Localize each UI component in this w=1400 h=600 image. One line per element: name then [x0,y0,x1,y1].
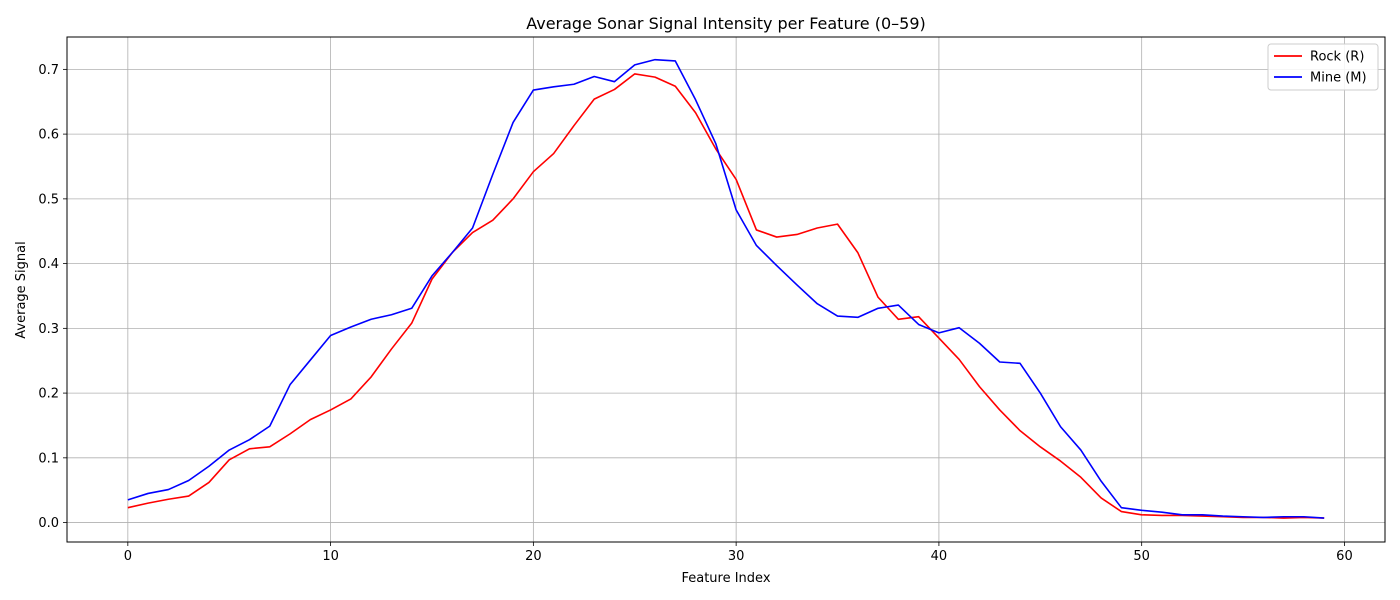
y-tick-label: 0.1 [38,451,59,466]
y-tick-label: 0.5 [38,192,59,207]
y-tick-label: 0.7 [38,63,59,78]
plot-area-frame [66,36,1386,543]
x-axis-label: Feature Index [681,571,770,586]
x-tick-label: 30 [728,549,745,564]
x-tick-label: 60 [1336,549,1353,564]
legend-label: Rock (R) [1310,50,1364,65]
x-axis-ticks: 0 10 20 30 40 50 60 [124,542,1353,564]
y-axis-label: Average Signal [14,241,29,338]
chart-title: Average Sonar Signal Intensity per Featu… [526,14,926,33]
grid [67,37,1385,542]
x-tick-label: 20 [525,549,542,564]
y-tick-label: 0.4 [38,257,59,272]
series-line-rock [127,73,1325,519]
x-tick-label: 40 [931,549,948,564]
series-lines [127,58,1325,519]
x-tick-label: 10 [322,549,339,564]
legend: Rock (R) Mine (M) [1267,43,1379,91]
y-tick-label: 0.6 [38,128,59,143]
x-tick-label: 50 [1133,549,1150,564]
y-axis-ticks: 0.0 0.1 0.2 0.3 0.4 0.5 0.6 0.7 [38,63,67,531]
y-tick-label: 0.3 [38,322,59,337]
series-line-mine [127,58,1325,519]
y-tick-label: 0.2 [38,387,59,402]
y-tick-label: 0.0 [38,516,59,531]
legend-label: Mine (M) [1310,71,1367,86]
x-tick-label: 0 [124,549,132,564]
